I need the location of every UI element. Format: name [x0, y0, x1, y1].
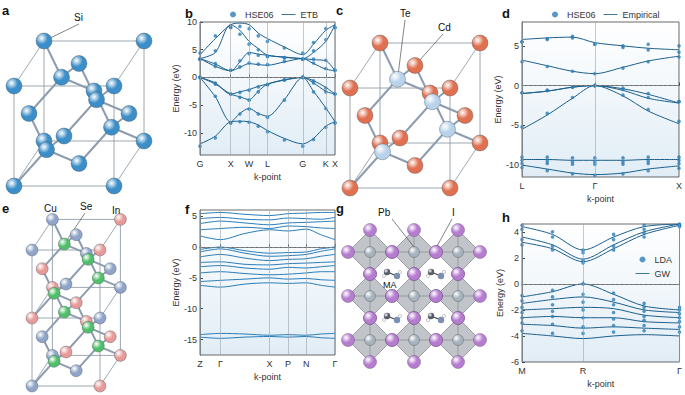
- svg-text:-10: -10: [184, 304, 197, 314]
- svg-text:W: W: [245, 159, 254, 169]
- svg-text:5: 5: [192, 45, 197, 55]
- svg-text:Energy (eV): Energy (eV): [171, 258, 181, 306]
- svg-text:f: f: [185, 202, 190, 217]
- svg-text:Cd: Cd: [438, 22, 451, 33]
- svg-text:c: c: [336, 3, 343, 18]
- svg-text:0: 0: [192, 242, 197, 252]
- svg-text:-5: -5: [511, 120, 519, 130]
- svg-text:Energy (eV): Energy (eV): [495, 269, 505, 317]
- svg-text:Γ: Γ: [218, 359, 223, 369]
- svg-text:HSE06: HSE06: [245, 10, 274, 20]
- svg-text:Γ: Γ: [677, 366, 682, 376]
- svg-text:-10: -10: [506, 160, 519, 170]
- svg-text:b: b: [185, 6, 193, 21]
- svg-text:-6: -6: [511, 357, 519, 367]
- svg-text:-15: -15: [184, 335, 197, 345]
- svg-text:Cu: Cu: [44, 203, 57, 214]
- svg-text:Te: Te: [400, 8, 411, 19]
- svg-text:R: R: [580, 366, 587, 376]
- svg-text:5: 5: [192, 211, 197, 221]
- svg-text:X: X: [267, 359, 273, 369]
- svg-text:0: 0: [514, 279, 519, 289]
- svg-text:-5: -5: [189, 100, 197, 110]
- svg-text:G: G: [196, 159, 203, 169]
- svg-text:-4: -4: [511, 331, 519, 341]
- svg-text:L: L: [519, 181, 524, 191]
- svg-text:Γ: Γ: [333, 359, 338, 369]
- svg-text:P: P: [285, 359, 291, 369]
- svg-text:Energy (eV): Energy (eV): [171, 64, 181, 112]
- svg-text:-5: -5: [189, 273, 197, 283]
- svg-text:e: e: [2, 201, 9, 216]
- svg-text:Pb: Pb: [378, 207, 391, 218]
- svg-text:10: 10: [187, 17, 197, 27]
- svg-text:X: X: [332, 159, 338, 169]
- svg-text:L: L: [265, 159, 270, 169]
- svg-text:5: 5: [514, 41, 519, 51]
- svg-text:I: I: [452, 207, 455, 218]
- svg-text:0: 0: [514, 81, 519, 91]
- svg-text:k-point: k-point: [587, 194, 615, 204]
- svg-text:k-point: k-point: [587, 379, 615, 389]
- svg-text:GW: GW: [654, 269, 670, 279]
- svg-text:4: 4: [514, 227, 519, 237]
- svg-text:d: d: [502, 6, 510, 21]
- svg-text:a: a: [2, 3, 10, 18]
- svg-text:In: In: [112, 205, 120, 216]
- svg-text:K: K: [323, 159, 329, 169]
- svg-text:h: h: [502, 210, 510, 225]
- svg-text:ETB: ETB: [301, 10, 319, 20]
- svg-text:-2: -2: [511, 305, 519, 315]
- svg-text:Γ: Γ: [592, 181, 597, 191]
- svg-text:g: g: [336, 201, 344, 216]
- svg-text:M: M: [518, 366, 526, 376]
- svg-text:Se: Se: [80, 201, 93, 212]
- svg-text:LDA: LDA: [654, 255, 672, 265]
- svg-text:X: X: [676, 181, 682, 191]
- svg-text:-10: -10: [184, 128, 197, 138]
- svg-text:Si: Si: [74, 12, 83, 23]
- svg-text:N: N: [303, 359, 310, 369]
- svg-text:Z: Z: [197, 359, 203, 369]
- svg-text:G: G: [299, 159, 306, 169]
- svg-text:k-point: k-point: [254, 172, 282, 182]
- svg-text:2: 2: [514, 253, 519, 263]
- svg-text:HSE06: HSE06: [567, 10, 596, 20]
- svg-text:X: X: [228, 159, 234, 169]
- svg-text:Energy (eV): Energy (eV): [493, 75, 503, 123]
- svg-text:0: 0: [192, 72, 197, 82]
- svg-text:k-point: k-point: [254, 372, 282, 382]
- svg-text:MA: MA: [383, 280, 397, 290]
- svg-text:Empirical: Empirical: [623, 10, 660, 20]
